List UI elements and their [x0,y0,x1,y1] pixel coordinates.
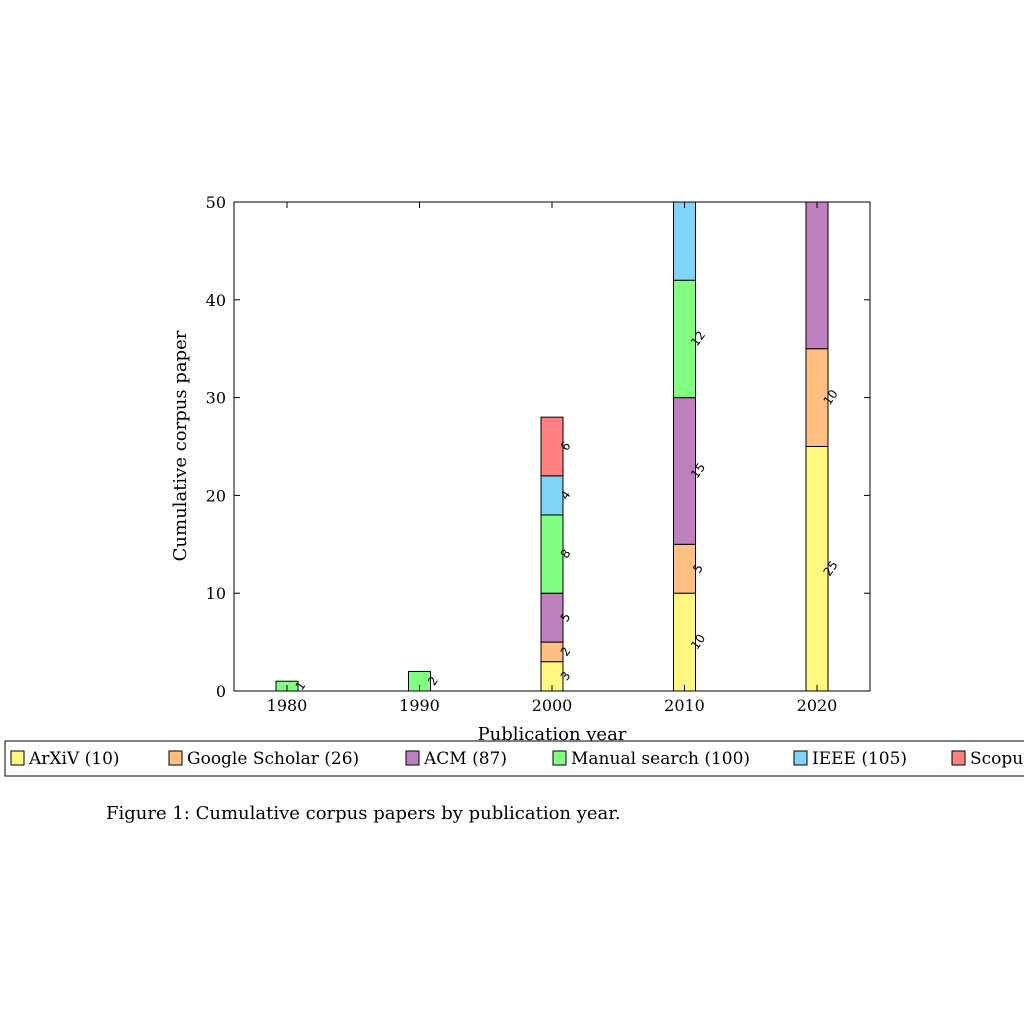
legend-swatch-1 [168,750,183,766]
legend-swatch-2 [405,750,420,766]
legend-label-4: IEEE (105) [812,749,907,769]
legend-frame [4,740,1024,777]
x-tick-label-1980: 1980 [267,696,308,715]
y-axis-title: Cumulative corpus paper [170,330,191,561]
y-tick-label: 50 [206,193,226,212]
legend-swatch-0 [10,750,25,766]
legend: ArXiV (10) Google Scholar (26) ACM (87) Man… [4,740,1024,777]
legend-swatch-3 [552,750,567,766]
legend-swatch-4 [793,750,808,766]
bar-2020-series-2 [805,202,829,350]
y-tick-label: 0 [216,682,226,701]
y-tick-label: 10 [206,584,226,603]
x-tick-label-2010: 2010 [664,696,705,715]
y-tick-label: 40 [206,291,226,310]
legend-label-1: Google Scholar (26) [187,749,359,769]
legend-label-0: ArXiV (10) [28,749,120,769]
x-axis-title: Publication year [478,724,627,745]
x-tick-label-2020: 2020 [797,696,838,715]
y-tick-label: 30 [206,389,226,408]
bar-1990-series-3 [408,670,431,691]
legend-label-2: ACM (87) [423,749,507,769]
legend-label-5: Scopus [970,749,1024,769]
x-tick-label-2000: 2000 [532,696,573,715]
legend-swatch-5 [951,750,966,766]
y-tick-label: 20 [206,486,226,505]
legend-label-3: Manual search (100) [571,749,750,769]
x-tick-label-1990: 1990 [399,696,440,715]
bar-2000-series-5 [540,416,564,477]
figure-caption: Figure 1: Cumulative corpus papers by pu… [106,803,621,824]
bar-2010-series-4 [673,202,696,281]
